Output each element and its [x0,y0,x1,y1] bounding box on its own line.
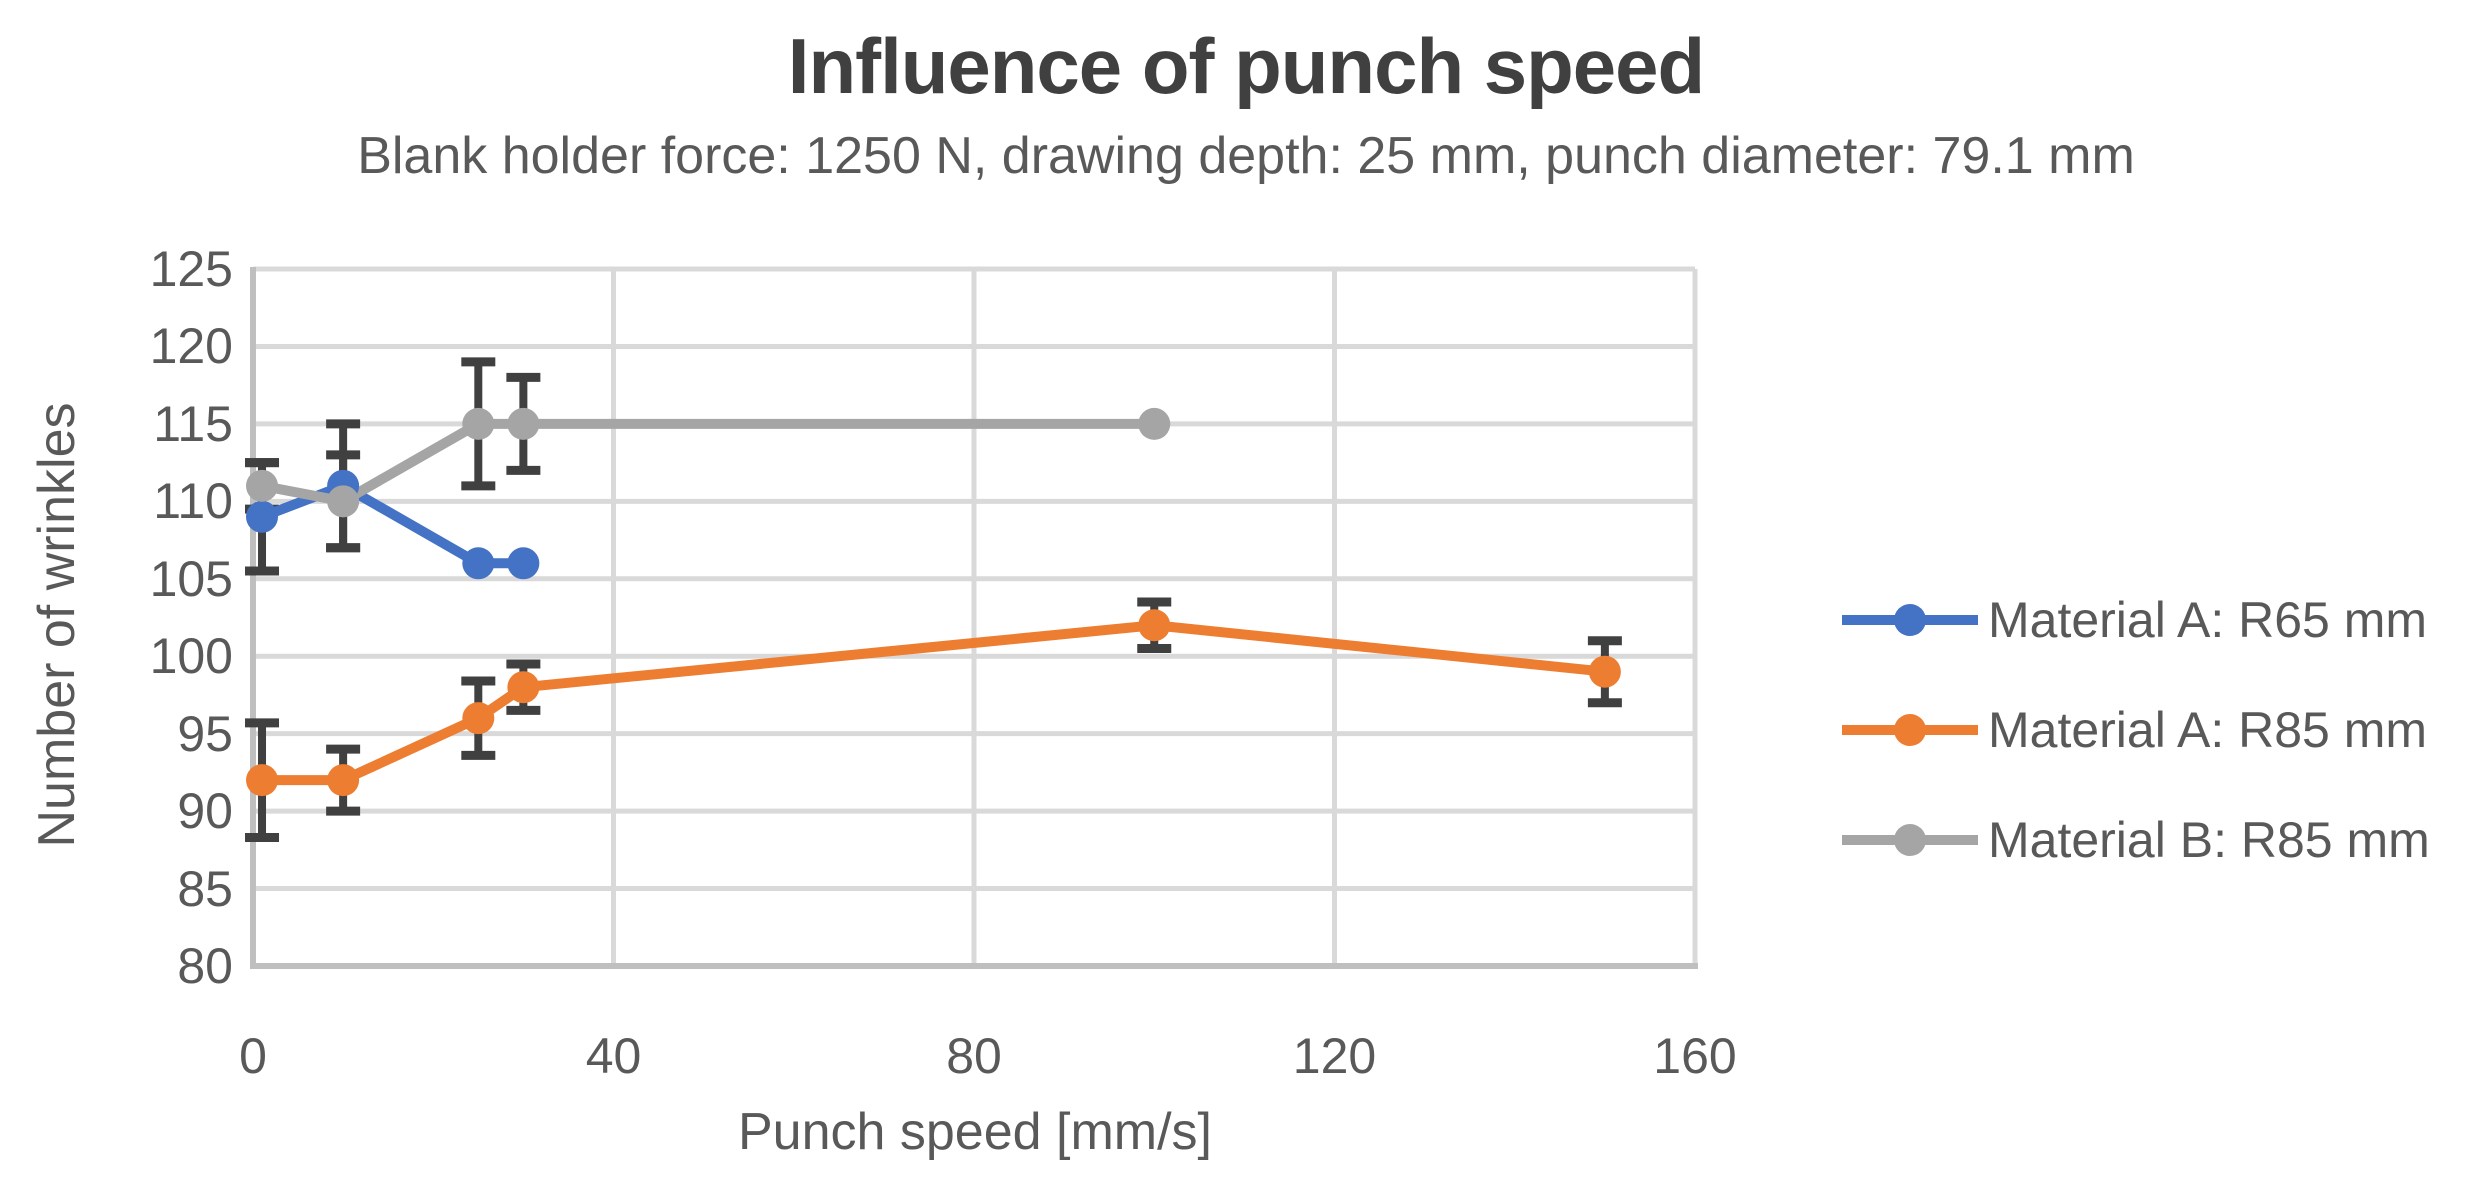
data-point-marker [1138,407,1171,440]
y-tick-label: 90 [177,783,233,840]
x-tick-label: 40 [585,1028,642,1084]
data-point-marker [507,547,540,580]
legend-item: Material A: R65 mm [1840,585,2430,655]
y-tick-label: 115 [153,395,233,452]
data-point-marker [246,500,279,533]
legend-series-marker-icon [1842,824,1978,856]
data-point-marker [327,764,360,797]
x-tick-label: 0 [239,1028,267,1084]
legend-label: Material A: R85 mm [1988,702,2428,758]
chart-subtitle: Blank holder force: 1250 N, drawing dept… [357,127,2135,185]
data-point-marker [1138,609,1171,642]
legend-series-marker-icon [1842,714,1978,746]
y-tick-label: 110 [153,473,233,530]
y-tick-label: 85 [177,860,233,917]
legend-item: Material B: R85 mm [1840,805,2430,875]
y-tick-label: 80 [177,938,233,994]
data-point-marker [246,764,279,797]
data-point-marker [462,407,495,440]
data-point-marker [462,547,495,580]
legend-item: Material A: R85 mm [1840,695,2430,765]
data-point-marker [327,485,360,518]
y-tick-label: 120 [149,318,233,375]
data-point-marker [507,671,540,704]
x-axis-title: Punch speed [mm/s] [738,1103,1212,1161]
legend-label: Material B: R85 mm [1988,812,2430,868]
chart-title: Influence of punch speed [787,22,1705,110]
data-point-marker [246,469,279,502]
legend-label: Material A: R65 mm [1988,592,2428,648]
y-tick-label: 105 [149,550,233,607]
y-tick-label: 100 [149,628,233,685]
series-line [257,480,529,569]
data-point-marker [507,407,540,440]
data-point-marker [462,702,495,735]
x-tick-label: 160 [1653,1028,1737,1084]
y-tick-label: 95 [177,705,233,762]
y-tick-label: 125 [149,241,233,297]
data-point-marker [1588,655,1621,688]
legend-series-marker-icon [1842,604,1978,636]
x-tick-label: 120 [1292,1028,1377,1084]
series-line [257,418,1160,507]
x-tick-label: 80 [946,1028,1002,1084]
y-axis-title: Number of wrinkles [28,402,86,848]
legend: Material A: R65 mm Material A: R85 mm Mate… [1840,585,2430,915]
